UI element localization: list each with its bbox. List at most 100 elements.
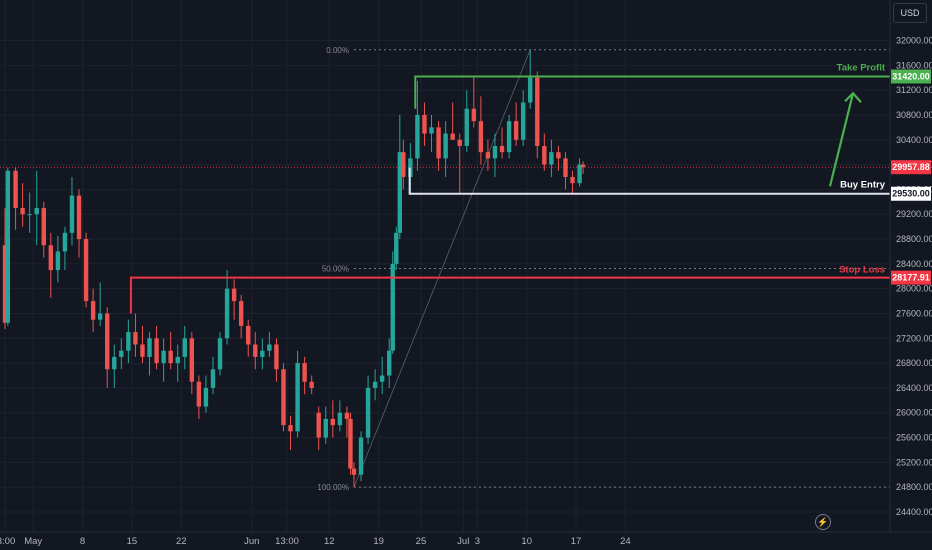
candle-body	[429, 127, 434, 134]
candle	[549, 139, 554, 177]
candle	[295, 350, 300, 438]
candle	[189, 332, 195, 395]
candle-body	[119, 350, 124, 357]
y-tick-label: 26000.00	[896, 408, 932, 418]
candle	[210, 356, 216, 395]
candle	[330, 400, 336, 438]
candle	[27, 192, 32, 233]
candle-body	[203, 387, 209, 407]
candle	[556, 145, 561, 171]
y-tick-label: 32000.00	[896, 36, 932, 46]
candle-body	[274, 344, 279, 370]
fib-level-label: 0.00%	[326, 46, 349, 55]
fib-level-label: 50.00%	[322, 264, 349, 273]
candle-body	[422, 114, 427, 134]
candle-body	[76, 195, 82, 240]
candle	[62, 226, 68, 271]
candle	[457, 133, 462, 194]
candle	[485, 139, 491, 171]
candle	[154, 325, 159, 370]
candle	[513, 102, 519, 146]
candle-body	[415, 114, 420, 159]
candle-body	[348, 418, 353, 469]
candle	[119, 338, 124, 370]
candle	[499, 127, 505, 159]
candle-body	[520, 102, 526, 140]
x-tick-label: 12	[324, 536, 335, 547]
candle	[168, 332, 173, 370]
y-tick-label: 28000.00	[896, 284, 932, 294]
candle	[563, 152, 568, 190]
candle-body	[513, 121, 519, 140]
lightning-icon[interactable]: ⚡	[815, 514, 831, 530]
candle-body	[147, 338, 152, 357]
take-profit-price-tag-bg	[891, 69, 931, 84]
candle	[365, 375, 371, 444]
candle	[535, 71, 540, 159]
y-tick-label: 25600.00	[896, 433, 932, 443]
candle	[224, 270, 230, 345]
candle-body	[401, 152, 406, 177]
candle-body	[168, 350, 173, 364]
candle-body	[397, 152, 402, 233]
x-tick-label: 15	[127, 536, 138, 547]
candle-body	[337, 412, 343, 426]
projection-arrow-head	[844, 91, 862, 103]
candle-body	[450, 133, 455, 140]
candle	[344, 406, 350, 438]
candle-body	[20, 208, 25, 215]
candle-body	[323, 418, 328, 438]
candle	[90, 288, 96, 333]
candle-body	[27, 214, 32, 216]
candle	[83, 232, 89, 308]
candle-body	[387, 350, 392, 376]
candle-body	[5, 170, 11, 323]
candle-body	[379, 375, 385, 382]
candle-body	[478, 121, 484, 153]
candle-body	[372, 381, 378, 388]
candle-body	[267, 344, 272, 351]
candle-body	[485, 152, 491, 159]
candles	[2, 49, 586, 488]
candle-body	[196, 381, 202, 407]
candle	[55, 235, 61, 283]
y-tick-label: 26800.00	[896, 358, 932, 368]
candle	[302, 356, 307, 395]
candle	[528, 49, 533, 109]
x-tick-label: 13:00	[275, 536, 299, 547]
candle	[309, 375, 314, 395]
candle-body	[351, 468, 357, 475]
candle-body	[126, 332, 131, 351]
candle-body	[288, 425, 293, 432]
candle-body	[535, 77, 540, 146]
candle-body	[358, 437, 364, 475]
currency-button[interactable]: USD	[893, 3, 927, 23]
candle-body	[436, 127, 441, 159]
candle-body	[217, 338, 223, 370]
fib-level-label: 100.00%	[317, 483, 349, 492]
candle	[542, 133, 547, 171]
candle-body	[464, 108, 469, 146]
y-tick-label: 31200.00	[896, 85, 932, 95]
candle	[464, 90, 469, 153]
candle-body	[231, 288, 237, 302]
candle-body	[330, 418, 336, 426]
candle	[351, 462, 357, 488]
x-tick-label: 25	[416, 536, 427, 547]
candle-body	[344, 412, 350, 419]
candle	[97, 282, 103, 326]
candle-body	[161, 350, 166, 364]
candle	[246, 319, 251, 357]
x-tick-label: 22	[176, 536, 187, 547]
stop-loss-label: Stop Loss	[839, 265, 885, 276]
candle	[397, 114, 402, 240]
candle	[348, 412, 353, 475]
candle-body	[253, 344, 258, 357]
candle-body	[492, 145, 498, 159]
candle-body	[549, 152, 554, 165]
y-tick-label: 30400.00	[896, 135, 932, 145]
x-tick-label: 8	[80, 536, 85, 547]
